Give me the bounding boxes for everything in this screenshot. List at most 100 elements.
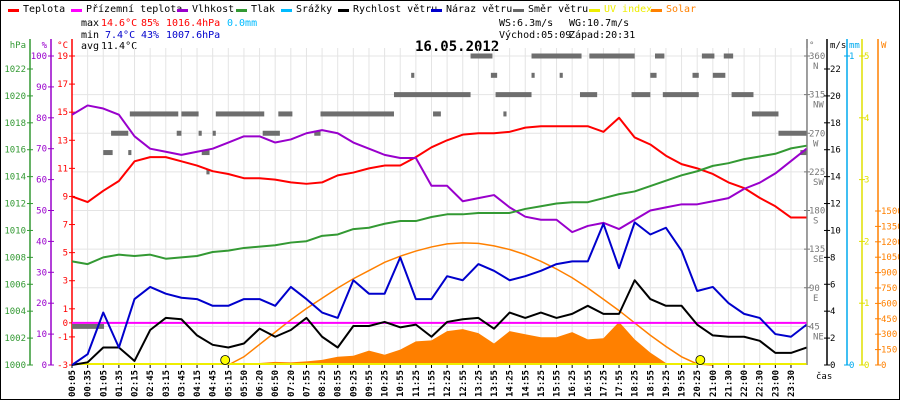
axis-tick-label: 0 (42, 361, 47, 371)
wind-direction-mark (662, 92, 699, 98)
series-line-teplota (71, 116, 807, 219)
x-tick-label: 01:05 (99, 370, 109, 397)
x-tick-label: 04:15 (193, 370, 203, 397)
x-axis-label: čas (816, 371, 832, 382)
wind-direction-mark (654, 53, 665, 59)
axis-tick-label: 8 (830, 253, 835, 263)
axis-tick-label: 1 (849, 52, 854, 62)
wind-direction-mark (262, 130, 280, 136)
axis-tick-label: 22 (830, 65, 841, 75)
wind-direction-mark (559, 72, 563, 78)
wind-direction-mark (206, 169, 210, 175)
legend-swatch (177, 9, 188, 12)
axis-unit-label: W (881, 41, 887, 51)
x-tick-label: 14:55 (521, 370, 531, 397)
axis-tick-label: 750 (881, 284, 897, 294)
axis-tick-label: 100 (31, 52, 47, 62)
x-tick-label: 21:30 (724, 370, 734, 397)
x-tick-label: 22:00 (740, 370, 750, 397)
x-tick-label: 12:55 (459, 370, 469, 397)
stats-max-label: max (81, 18, 100, 29)
series-line-tlak (71, 144, 807, 266)
axis-tick-label: 7 (63, 221, 68, 231)
axis-unit-label: % (42, 41, 48, 51)
stats-wind-speed: WS:6.3m/s (499, 18, 554, 29)
axis-tick-label: 45 (809, 322, 820, 332)
legend-swatch (71, 9, 82, 12)
axis-tick-label: 13 (57, 136, 68, 146)
legend-item-label: Náraz větru (446, 4, 513, 15)
x-tick-label: 06:50 (271, 370, 281, 397)
x-tick-label: 01:35 (115, 370, 125, 397)
wind-direction-mark (778, 130, 807, 136)
x-tick-label: 16:25 (568, 370, 578, 397)
axis-tick-label: 1022 (4, 65, 26, 75)
axis-tick-label: 70 (36, 145, 47, 155)
axis-tick-label: 9 (63, 192, 68, 202)
compass-label: N (813, 62, 818, 72)
wind-direction-mark (103, 150, 113, 156)
axis-tick-label: 90 (36, 83, 47, 93)
compass-label: NW (813, 101, 824, 111)
stats-min-humidity: 43% (141, 30, 160, 41)
axis-tick-label: 90 (809, 284, 820, 294)
wind-direction-mark (278, 111, 293, 117)
wind-direction-mark (320, 111, 394, 117)
x-tick-label: 15:25 (537, 370, 547, 397)
x-tick-label: 10:25 (381, 370, 391, 397)
x-tick-label: 05:50 (240, 370, 250, 397)
axis-tick-label: 4 (864, 114, 869, 124)
wind-direction-mark (470, 53, 493, 59)
x-tick-label: 12:25 (443, 370, 453, 397)
stats-min-pressure: 1007.6hPa (166, 30, 221, 41)
axis-tick-label: 5 (63, 249, 68, 259)
wind-direction-mark (393, 92, 432, 98)
stats-max-humidity: 85% (141, 18, 160, 29)
x-tick-label: 05:15 (224, 370, 234, 397)
x-tick-label: 22:30 (756, 370, 766, 397)
x-tick-label: 08:55 (334, 370, 344, 397)
axis-tick-label: 0 (830, 361, 835, 371)
axis-tick-label: 360 (809, 52, 825, 62)
legend-swatch (651, 9, 662, 12)
x-tick-label: 09:25 (349, 370, 359, 397)
legend-swatch (589, 9, 600, 12)
legend-swatch (281, 9, 292, 12)
x-tick-label: 11:25 (412, 370, 422, 397)
axis-tick-label: 1350 (881, 222, 900, 232)
axis-unit-label: mm (849, 41, 860, 51)
wind-direction-mark (589, 53, 635, 59)
legend-swatch (513, 9, 524, 12)
x-tick-label: 11:55 (427, 370, 437, 397)
axis-unit-label: m/s (830, 41, 846, 51)
axis-unit-label: ° (809, 41, 814, 51)
x-tick-label: 21:00 (709, 370, 719, 397)
x-tick-label: 20:25 (693, 370, 703, 397)
solar-theoretical-line (227, 242, 713, 366)
axis-tick-label: 2 (830, 334, 835, 344)
axis-tick-label: 1000 (4, 361, 26, 371)
axis-tick-label: -3 (57, 361, 68, 371)
axis-tick-label: 40 (36, 237, 47, 247)
axis-tick-label: 10 (36, 330, 47, 340)
axis-pressure: 1000 1002 1004 1006 1008 1010 1012 1014 1016 1018… (4, 39, 33, 371)
axis-tick-label: 0 (881, 361, 886, 371)
x-tick-label: 23:30 (787, 370, 797, 397)
x-tick-label: 00:05 (68, 370, 78, 397)
axis-tick-label: 1050 (881, 253, 900, 263)
axis-tick-label: 15 (57, 108, 68, 118)
axis-tick-label: 1006 (4, 280, 26, 290)
axis-tick-label: 3 (63, 277, 68, 287)
stats-wind-gust: WG:10.7m/s (569, 18, 630, 29)
axis-tick-label: 19 (57, 52, 68, 62)
axis-tick-label: 60 (36, 176, 47, 186)
series-line-náraz-větru (71, 221, 808, 366)
axis-tick-label: 5 (864, 52, 869, 62)
x-tick-label: 02:15 (131, 370, 141, 397)
series-line-rychlost-větru (71, 279, 807, 366)
x-tick-label: 08:25 (318, 370, 328, 397)
sunset-marker (695, 355, 706, 365)
solar-area (72, 321, 807, 365)
